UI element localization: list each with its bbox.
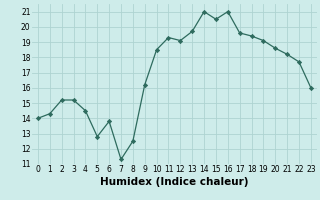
X-axis label: Humidex (Indice chaleur): Humidex (Indice chaleur) [100,177,249,187]
